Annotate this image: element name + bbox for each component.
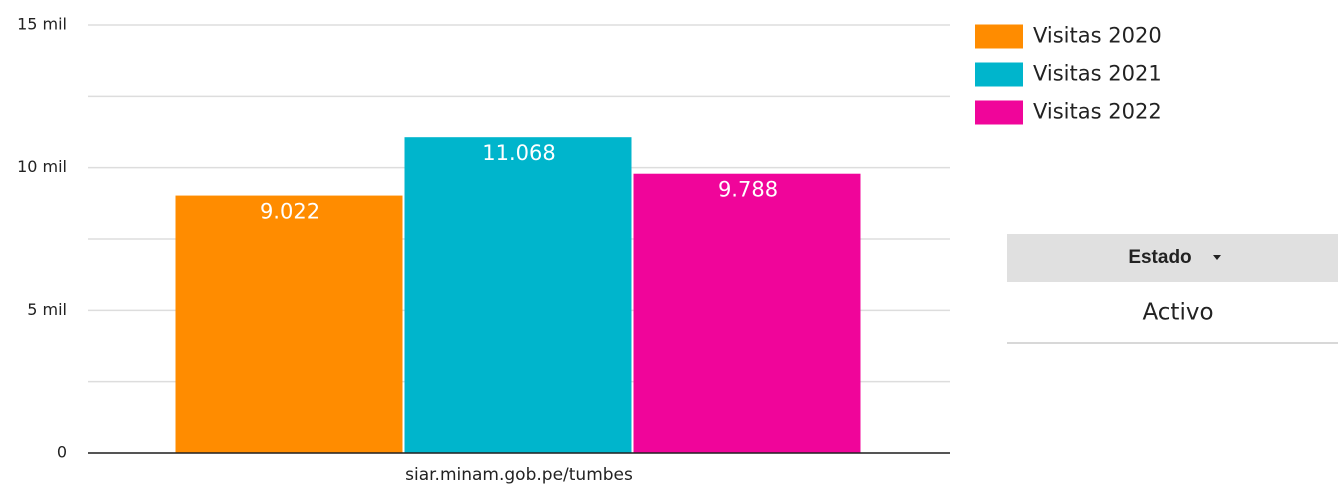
- bar: [404, 137, 632, 454]
- x-tick-label: siar.minam.gob.pe/tumbes: [405, 465, 633, 485]
- value-label: 9.788: [718, 178, 778, 202]
- legend-swatch: [975, 62, 1023, 87]
- filter-label: Estado: [1128, 247, 1191, 268]
- filter-header[interactable]: [1007, 234, 1338, 282]
- bar: [175, 195, 403, 453]
- y-tick-label: 5 mil: [27, 300, 67, 319]
- value-label: 9.022: [260, 200, 320, 224]
- y-tick-label: 10 mil: [17, 157, 67, 176]
- legend-label: Visitas 2022: [1033, 100, 1162, 124]
- legend-label: Visitas 2020: [1033, 24, 1162, 48]
- value-label: 11.068: [482, 141, 555, 165]
- legend-swatch: [975, 24, 1023, 49]
- y-tick-label: 15 mil: [17, 15, 67, 34]
- bar: [633, 173, 861, 453]
- filter-value[interactable]: Activo: [1142, 300, 1213, 326]
- legend-swatch: [975, 100, 1023, 125]
- dropdown-arrow: [1213, 255, 1221, 260]
- y-tick-label: 0: [57, 443, 67, 462]
- legend-label: Visitas 2021: [1033, 62, 1162, 86]
